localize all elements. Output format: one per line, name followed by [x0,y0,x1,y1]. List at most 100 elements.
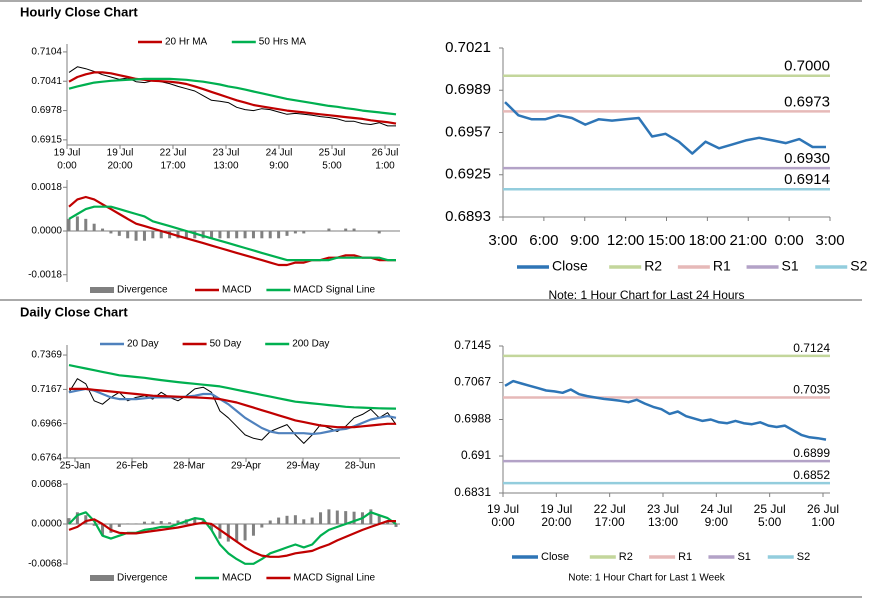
legend-label: MACD Signal Line [293,573,375,584]
x-tick-label: 26-Feb [116,461,148,472]
divergence-bar [184,231,188,239]
legend-label: MACD [222,573,251,584]
x-tick-label: 24 Jul [700,502,732,516]
divergence-bar [75,216,79,231]
level-label: 0.7124 [793,341,830,355]
divergence-bar [142,231,146,241]
y-tick-label: 0.6925 [445,166,491,183]
divergence-bar [218,231,222,239]
x-tick-label: 29-Apr [231,461,262,472]
divergence-bar [344,228,348,231]
divergence-bar [75,512,79,524]
divergence-bar [109,524,113,533]
divergence-bar [268,231,272,239]
legend-swatch [90,287,114,293]
y-tick-label: 0.691 [461,448,491,462]
divergence-bar [293,231,297,234]
y-tick-label: 0.7145 [454,338,491,352]
legend-label: 20 Hr MA [165,37,208,48]
legend-label: 50 Day [210,339,242,350]
x-tick-label: 22 Jul [160,148,187,159]
divergence-bar [386,521,390,524]
divergence-bar [201,231,205,239]
divergence-bar [335,510,339,524]
x-tick-label: 26 Jul [807,502,839,516]
divergence-bar [84,515,88,524]
y-tick-label: 0.0000 [31,519,62,530]
divergence-bar [352,511,356,524]
y-tick-label: 0.6831 [454,485,491,499]
legend-label: R1 [713,258,731,274]
divergence-bar [344,511,348,524]
x-tick-label: 3:00 [815,232,844,249]
x-tick-label: 22 Jul [594,502,626,516]
x-tick-label: 18:00 [689,232,727,249]
series-line [68,387,397,436]
x-tick-label: 17:00 [160,161,185,172]
divergence-bar [310,517,314,524]
divergence-bar [277,517,281,524]
series-line [68,195,396,267]
divergence-bar [134,523,138,524]
legend-label: R1 [678,551,692,563]
y-tick-label: 0.7167 [31,384,62,395]
y-tick-label: 0.6915 [31,135,62,146]
x-tick-label: 25 Jul [319,148,346,159]
legend-label: MACD Signal Line [293,285,375,296]
legend-swatch [90,575,114,581]
divergence-bar [142,521,146,524]
legend-label: R2 [644,258,662,274]
x-tick-label: 19 Jul [487,502,519,516]
x-tick-label: 17:00 [595,515,625,529]
divergence-bar [327,228,331,231]
chart-note: Note: 1 Hour Chart for Last 1 Week [568,573,726,584]
legend-label: 200 Day [292,339,329,350]
divergence-bar [101,228,105,231]
divergence-bar [360,231,364,232]
divergence-bar [168,522,172,524]
level-label: 0.6930 [784,150,830,167]
divergence-bar [251,524,255,536]
series-line [504,101,826,155]
x-tick-label: 9:00 [705,515,729,529]
divergence-bar [126,231,130,239]
legend-label: R2 [619,551,633,563]
divergence-bar [335,231,339,232]
level-label: 0.6852 [793,468,830,482]
divergence-bar [377,231,381,234]
legend-label: Close [541,551,569,563]
chart-note: Note: 1 Hour Chart for Last 24 Hours [548,288,744,302]
x-tick-label: 13:00 [213,161,238,172]
x-tick-label: 28-Jun [345,461,376,472]
divergence-bar [319,231,323,232]
y-tick-label: 0.6989 [445,81,491,98]
divergence-bar [168,231,172,239]
chart-panel: 0.6915 0.6978 0.7041 0.7104 19 Jul 0:00 19 Jul… [31,37,400,172]
divergence-bar [67,518,71,524]
divergence-bar [394,524,398,527]
divergence-bar [67,218,71,231]
x-tick-label: 29-May [286,461,319,472]
series-line [504,379,827,441]
divergence-bar [327,509,331,524]
x-tick-label: 23 Jul [213,148,240,159]
y-tick-label: -0.0068 [28,558,62,569]
y-tick-label: -0.0018 [28,269,62,280]
divergence-bar [377,515,381,524]
x-tick-label: 5:00 [758,515,782,529]
y-tick-label: 0.7104 [31,47,62,58]
x-tick-label: 3:00 [488,232,517,249]
y-tick-label: 0.0000 [31,226,62,237]
divergence-bar [352,228,356,231]
divergence-bar [159,521,163,524]
divergence-bar [319,512,323,524]
x-tick-label: 19 Jul [107,148,134,159]
divergence-bar [101,524,105,536]
divergence-bar [386,231,390,232]
x-tick-label: 9:00 [570,232,599,249]
x-tick-label: 9:00 [269,161,289,172]
x-tick-label: 25-Jan [60,461,91,472]
divergence-bar [84,218,88,231]
divergence-bar [369,509,373,524]
